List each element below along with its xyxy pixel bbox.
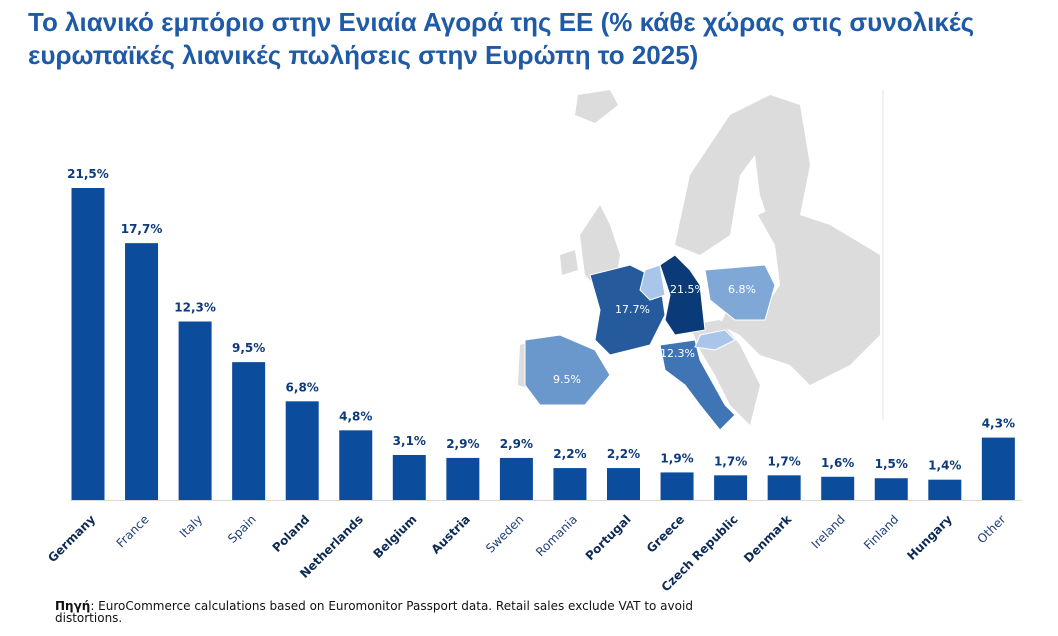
- x-tick-label: Austria: [429, 512, 473, 556]
- bar-finland: [874, 478, 908, 500]
- map-italy: [659, 339, 736, 431]
- map-netherlands-belgium: [639, 264, 666, 301]
- bar-chart: 21,5% Germany 17,7% France 12,3% Italy 9,5% Spa…: [45, 167, 1022, 594]
- x-tick-label: Germany: [45, 512, 98, 565]
- bar-portugal: [607, 468, 640, 500]
- data-label: 1,5%: [875, 457, 908, 471]
- bar-belgium: [392, 455, 426, 500]
- data-label: 21,5%: [67, 167, 109, 181]
- bar-sweden: [499, 457, 533, 500]
- bar-hungary: [928, 479, 962, 500]
- map-label-spain: 9.5%: [553, 373, 581, 386]
- bar-ireland: [821, 476, 855, 500]
- bar-other: [981, 437, 1015, 500]
- source-label: Πηγή: [55, 599, 91, 613]
- bar-germany: [71, 188, 105, 500]
- map-spain: [524, 334, 611, 406]
- x-tick-label: Hungary: [904, 512, 955, 563]
- x-tick-label: Spain: [225, 512, 259, 546]
- data-label: 2,2%: [553, 447, 586, 461]
- data-label: 2,9%: [500, 437, 533, 451]
- data-label: 1,9%: [660, 451, 693, 465]
- x-tick-label: Portugal: [583, 512, 634, 563]
- source-note: Πηγή: EuroCommerce calculations based on…: [55, 600, 735, 624]
- map-label-italy: 12.3%: [660, 347, 695, 360]
- x-tick-label: Italy: [177, 512, 205, 540]
- bar-spain: [232, 362, 266, 500]
- bar-romania: [553, 468, 587, 500]
- x-tick-label: Romania: [533, 512, 580, 559]
- data-label: 1,6%: [821, 456, 854, 470]
- bar-czech-republic: [714, 475, 748, 500]
- x-tick-label: Ireland: [809, 512, 848, 551]
- data-label: 1,7%: [768, 454, 801, 468]
- x-tick-label: Greece: [644, 512, 687, 555]
- map-label-poland: 6.8%: [728, 283, 756, 296]
- x-tick-label: Other: [974, 512, 1008, 546]
- bar-france: [125, 243, 159, 501]
- bar-denmark: [767, 475, 801, 500]
- europe-map: 21.5% 17.7% 6.8% 12.3% 9.5%: [518, 90, 884, 431]
- bar-netherlands: [339, 430, 373, 500]
- data-label: 4,8%: [339, 409, 372, 423]
- bar-poland: [285, 401, 319, 500]
- map-germany: [659, 254, 706, 336]
- bar-italy: [178, 321, 212, 500]
- x-tick-label: France: [114, 512, 152, 550]
- data-label: 6,8%: [286, 380, 319, 394]
- data-label: 1,7%: [714, 454, 747, 468]
- source-text: : EuroCommerce calculations based on Eur…: [55, 599, 693, 625]
- chart-title: Το λιανικό εμπόριο στην Ενιαία Αγορά της…: [28, 7, 975, 70]
- map-austria: [694, 329, 736, 351]
- x-tick-label: Belgium: [371, 512, 420, 561]
- bar-austria: [446, 457, 480, 500]
- map-poland: [704, 264, 776, 321]
- map-label-germany: 21.5%: [670, 283, 705, 296]
- data-label: 12,3%: [174, 301, 216, 315]
- data-label: 4,3%: [982, 417, 1015, 431]
- data-label: 9,5%: [232, 341, 265, 355]
- data-label: 2,2%: [607, 447, 640, 461]
- x-tick-label: Denmark: [741, 512, 795, 566]
- x-tick-label: Finland: [861, 512, 901, 552]
- data-label: 17,7%: [121, 222, 163, 236]
- map-label-france: 17.7%: [615, 303, 650, 316]
- data-label: 1,4%: [928, 459, 961, 473]
- x-tick-label: Poland: [270, 512, 313, 555]
- data-label: 2,9%: [446, 437, 479, 451]
- data-label: 3,1%: [393, 434, 426, 448]
- bar-greece: [660, 472, 694, 500]
- x-tick-label: Sweden: [483, 512, 526, 555]
